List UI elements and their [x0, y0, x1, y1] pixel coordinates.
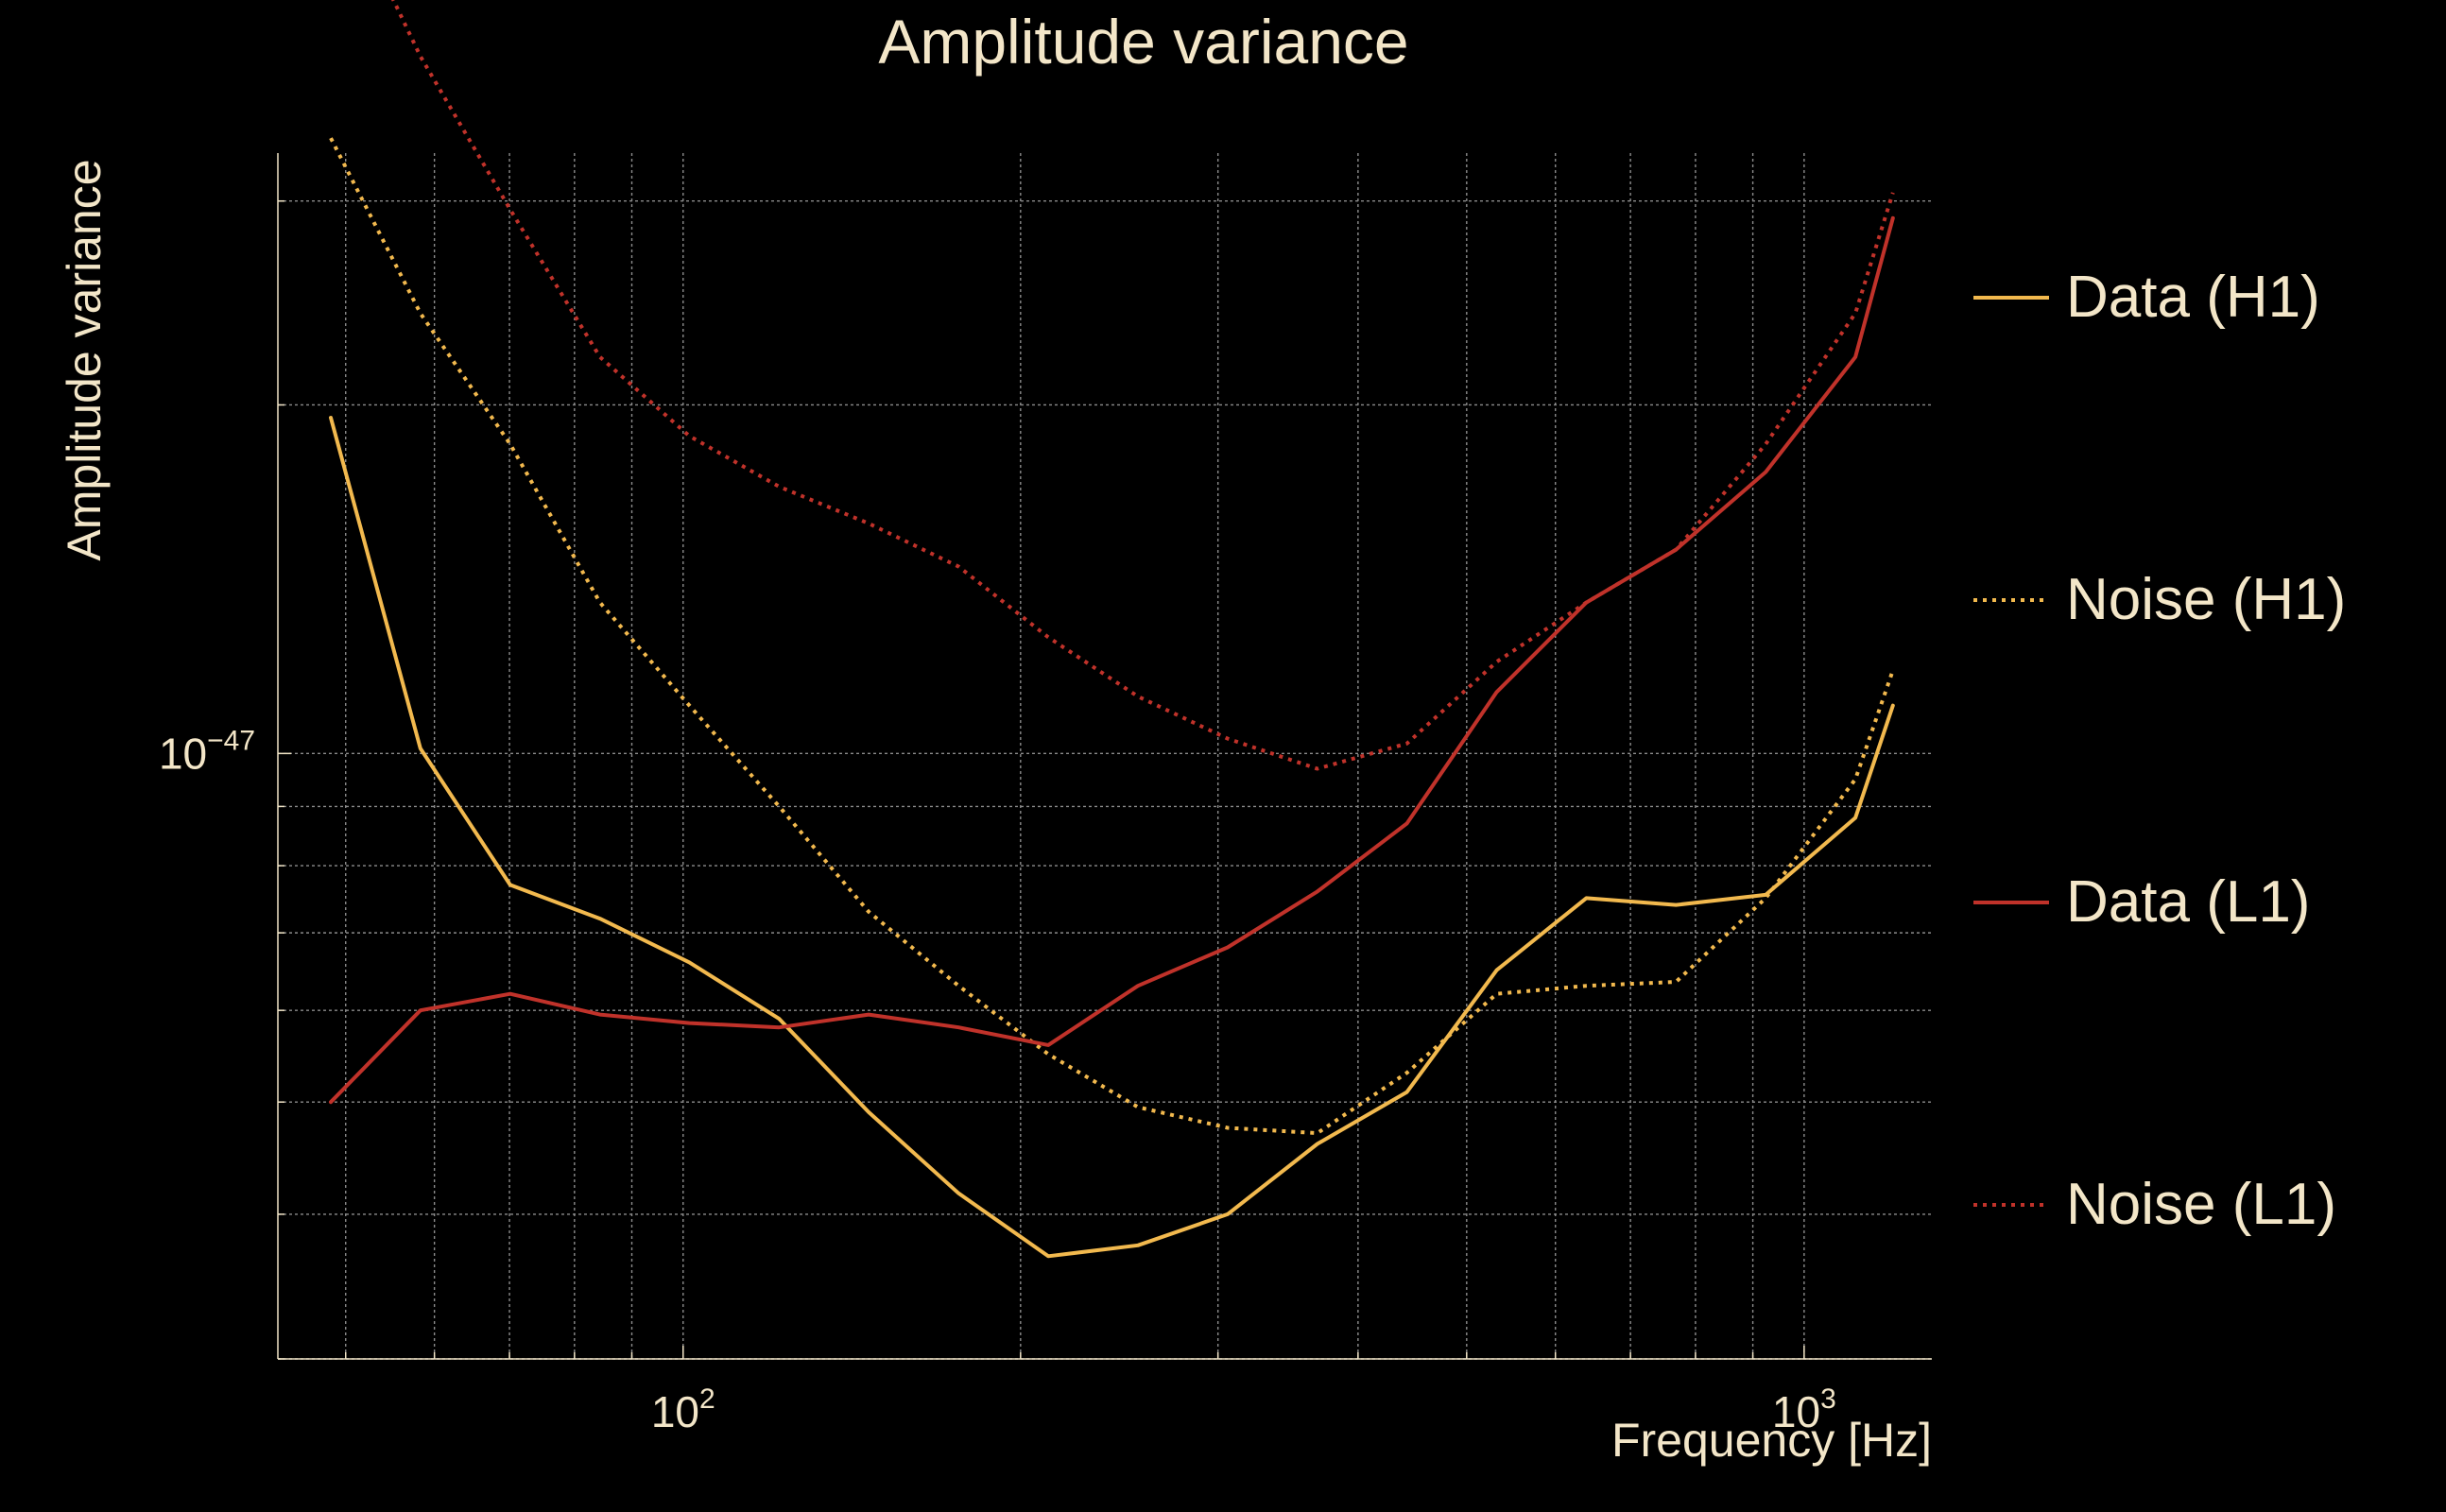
x-tick-label: 102 — [651, 1383, 715, 1436]
legend-label: Noise (H1) — [2066, 567, 2346, 632]
legend-label: Data (L1) — [2066, 869, 2310, 935]
legend-label: Data (H1) — [2066, 265, 2320, 330]
legend: Data (H1) Noise (H1) Data (L1) Noise (L1) — [1973, 265, 2346, 1237]
chart-title: Amplitude variance — [878, 7, 1408, 77]
series-lines — [329, 0, 1895, 1259]
y-axis-label: Amplitude variance — [58, 159, 111, 560]
y-tick-label: 10−47 — [159, 725, 255, 778]
data-h1-line — [329, 416, 1895, 1259]
x-axis-label: Frequency [Hz] — [1611, 1414, 1932, 1467]
legend-label: Noise (L1) — [2066, 1172, 2336, 1237]
noise-l1-line — [391, 0, 1895, 771]
axes: 102 103 10−47 — [159, 153, 1932, 1436]
x-tick-label: 103 — [1772, 1383, 1836, 1436]
